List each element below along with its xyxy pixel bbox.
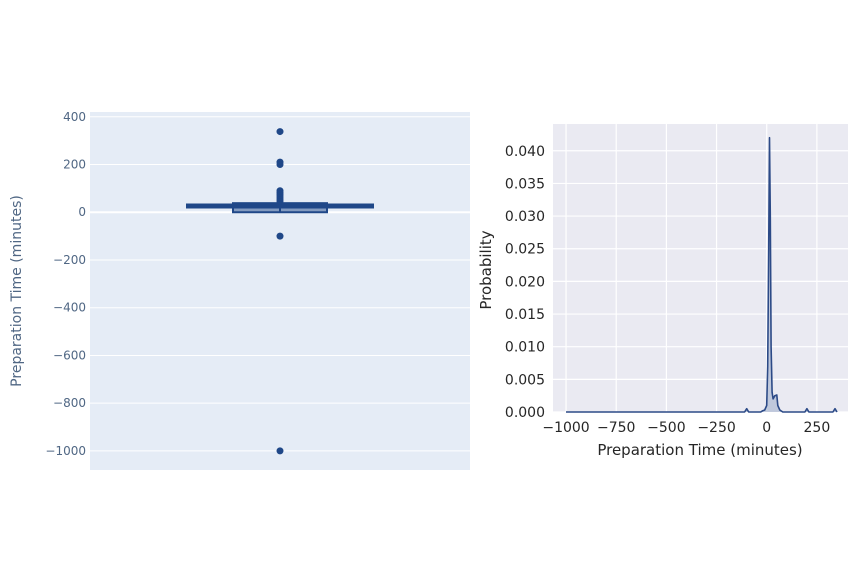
box-plot: Preparation Time (minutes) 400 200 0 −200 −4…: [9, 110, 470, 470]
x-tick-label: 0: [762, 420, 771, 436]
kde-plot: Preparation Time (minutes) Probability −…: [477, 124, 848, 459]
y-tick-label: 0.000: [505, 405, 545, 421]
y-tick-label: −400: [53, 301, 86, 315]
y-tick-label: −800: [53, 396, 86, 410]
density-line: [566, 136, 838, 413]
right-y-axis-label: Probability: [477, 230, 495, 309]
y-tick-label: 0.005: [505, 372, 545, 388]
y-tick-label: 200: [63, 158, 86, 172]
y-tick-label: −200: [53, 253, 86, 267]
y-tick-label: 0.030: [505, 209, 545, 225]
y-tick-label: 0: [78, 205, 86, 219]
right-x-axis-label: Preparation Time (minutes): [597, 441, 802, 459]
x-tick-label: −500: [647, 420, 685, 436]
outlier-point: [276, 447, 284, 455]
outlier-point: [276, 161, 284, 169]
outlier-point: [276, 232, 284, 240]
x-tick-label: −250: [697, 420, 735, 436]
outlier-point: [276, 198, 284, 205]
y-tick-label: 0.020: [505, 274, 545, 290]
plot-background: [553, 124, 848, 412]
left-y-axis-label: Preparation Time (minutes): [9, 195, 25, 387]
plot-background: [90, 112, 470, 470]
y-tick-label: 0.010: [505, 340, 545, 356]
x-tick-label: 250: [804, 420, 831, 436]
y-tick-label: 0.025: [505, 242, 545, 258]
y-tick-label: 0.015: [505, 307, 545, 323]
x-tick-label: −1000: [542, 420, 589, 436]
y-tick-label: −1000: [45, 444, 86, 458]
outlier-point: [276, 128, 284, 136]
y-tick-label: 0.035: [505, 176, 545, 192]
y-tick-label: 400: [63, 110, 86, 124]
y-tick-label: −600: [53, 348, 86, 362]
x-tick-label: −750: [597, 420, 635, 436]
y-tick-label: 0.040: [505, 144, 545, 160]
